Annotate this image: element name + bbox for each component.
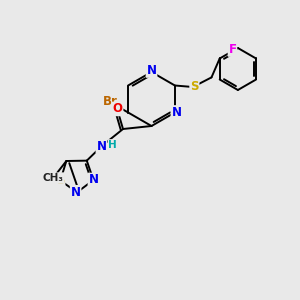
Text: N: N bbox=[171, 106, 182, 119]
Text: S: S bbox=[56, 174, 64, 187]
Text: H: H bbox=[108, 140, 117, 150]
Text: N: N bbox=[88, 173, 98, 187]
Text: O: O bbox=[112, 102, 123, 116]
Text: N: N bbox=[70, 186, 81, 199]
Text: CH₃: CH₃ bbox=[43, 173, 64, 183]
Text: Br: Br bbox=[103, 94, 118, 108]
Text: F: F bbox=[229, 43, 236, 56]
Text: S: S bbox=[190, 80, 199, 94]
Text: N: N bbox=[146, 64, 157, 77]
Text: N: N bbox=[96, 140, 106, 153]
